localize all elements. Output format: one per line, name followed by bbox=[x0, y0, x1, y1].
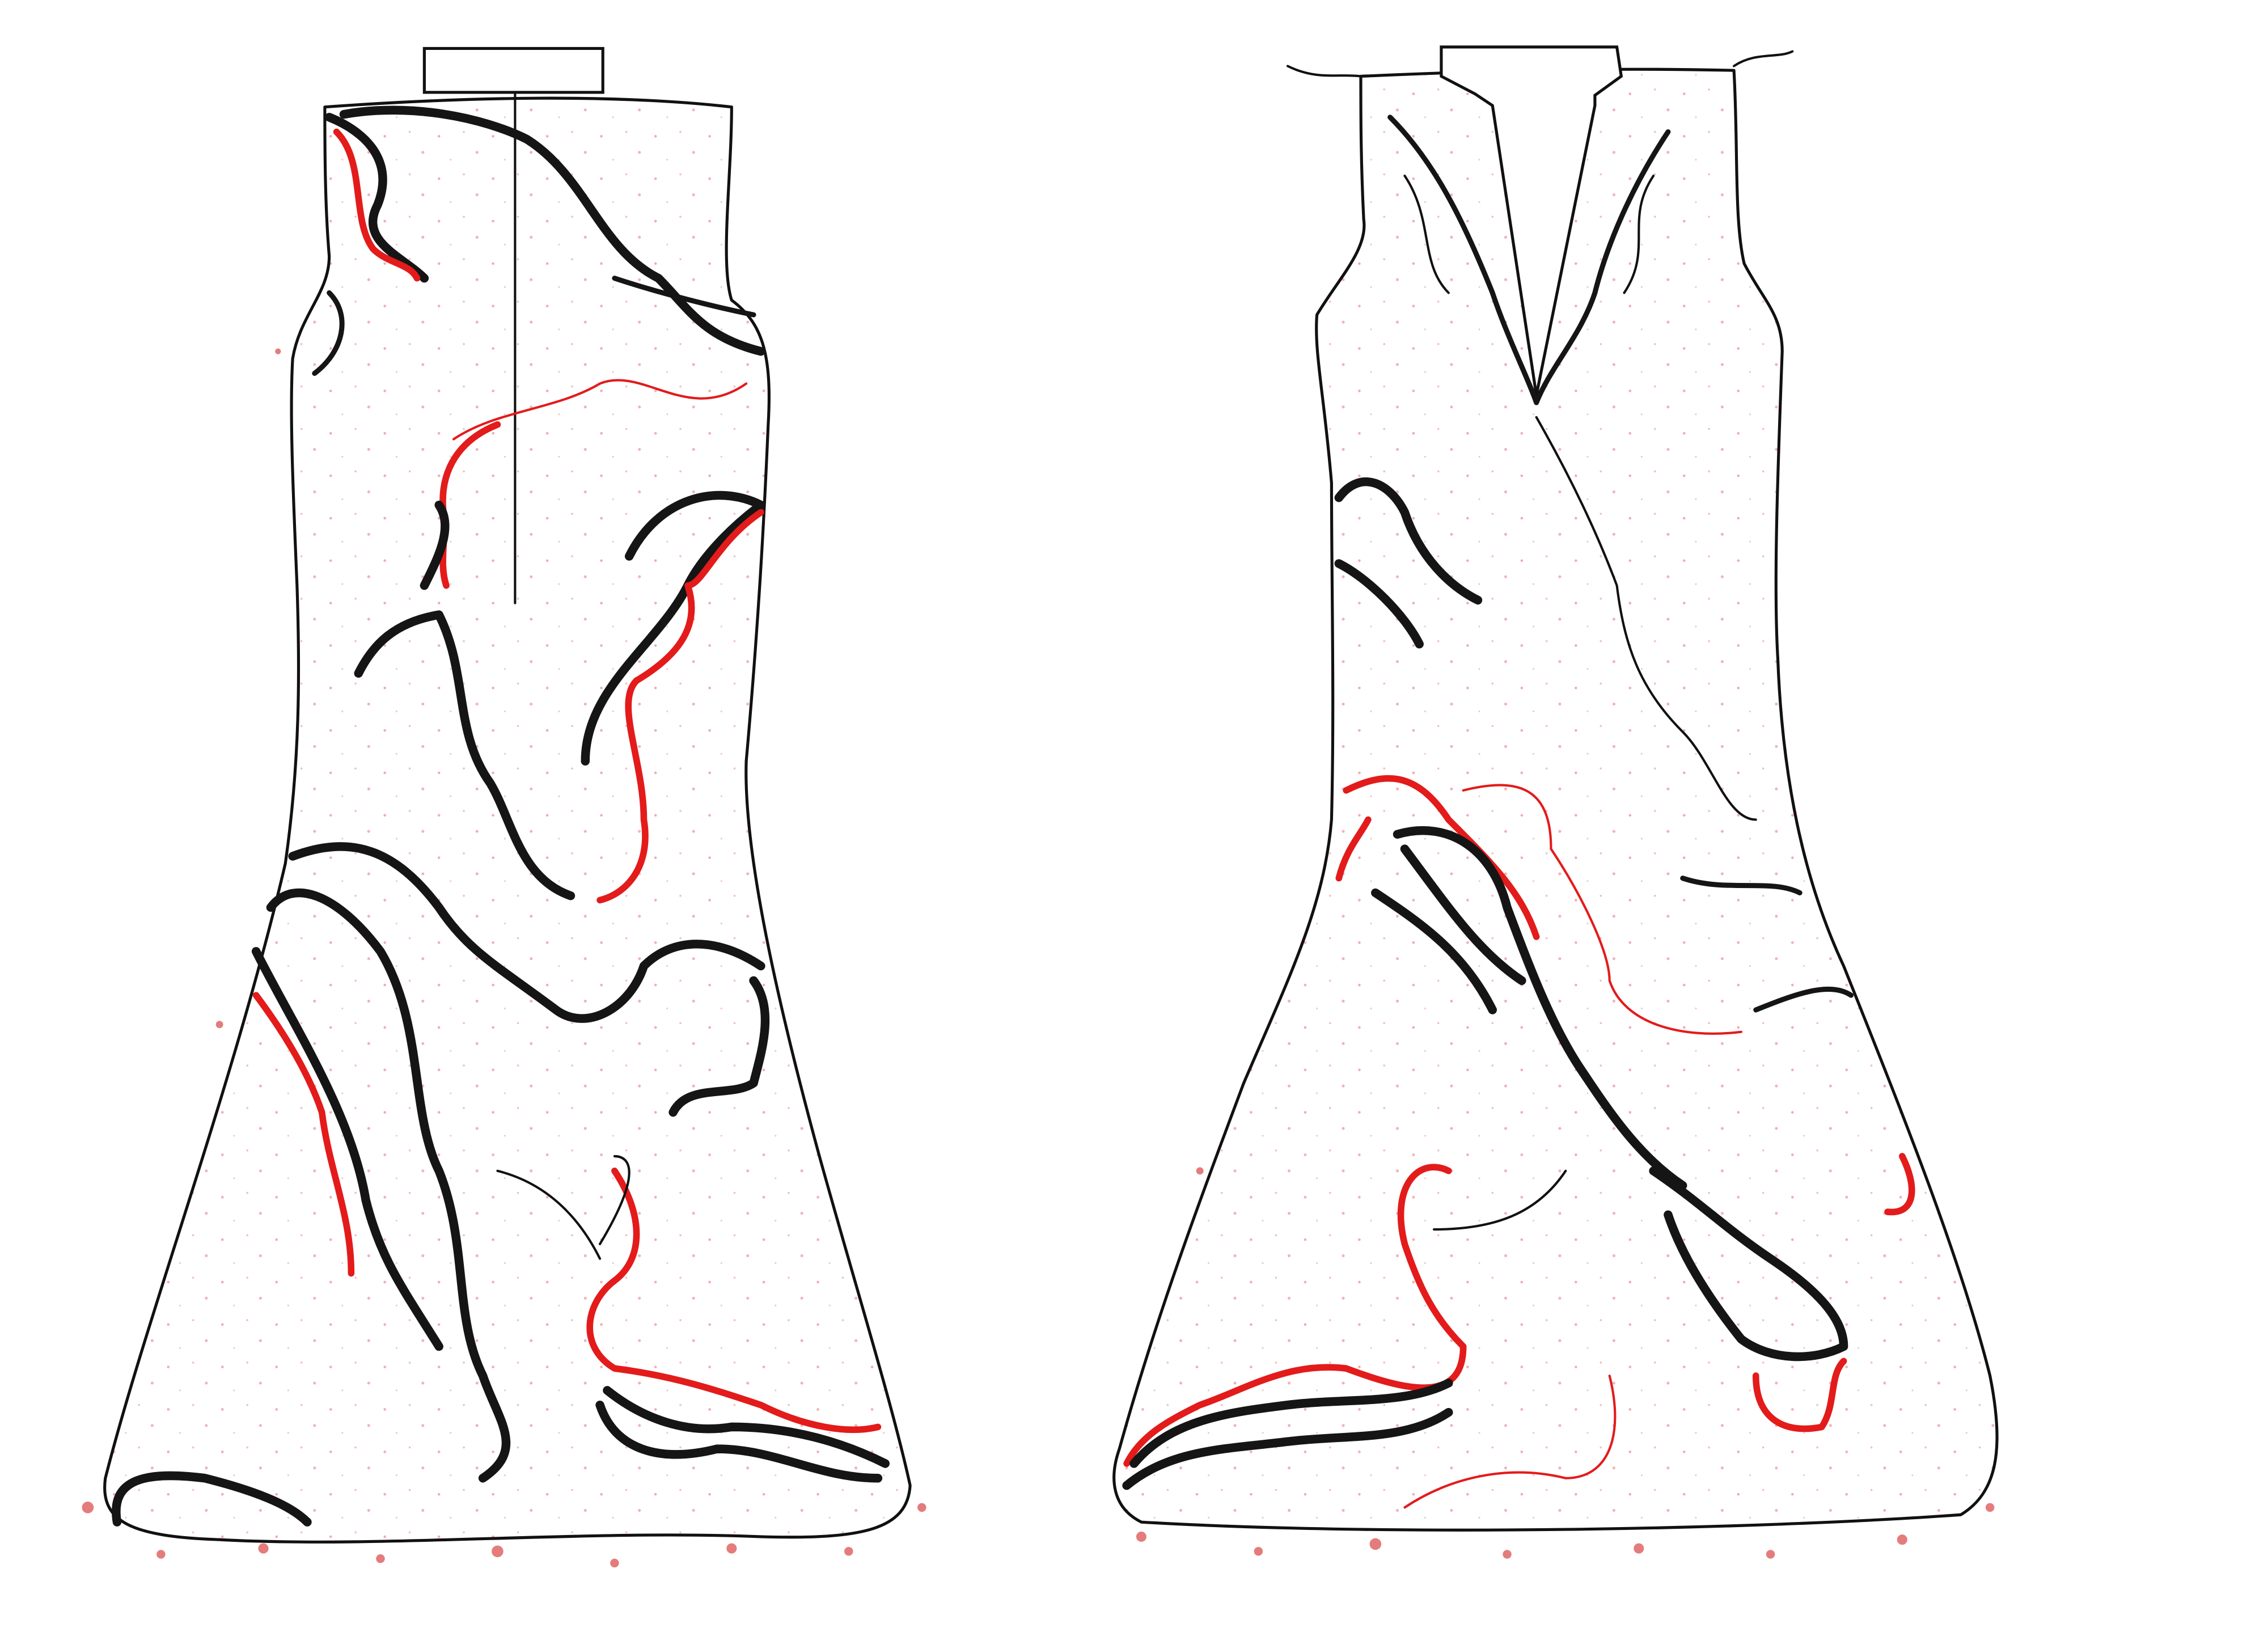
stroke bbox=[354, 500, 576, 900]
stroke bbox=[1393, 826, 1687, 1190]
stroke bbox=[596, 509, 764, 904]
stroke bbox=[112, 1471, 312, 1527]
straps bbox=[1286, 50, 1794, 78]
collar bbox=[1440, 45, 1623, 396]
stroke bbox=[1129, 1379, 1453, 1468]
stroke bbox=[603, 1386, 890, 1468]
stroke bbox=[1752, 1358, 1847, 1432]
stroke bbox=[1403, 1375, 1617, 1509]
stroke bbox=[496, 1155, 631, 1260]
stroke bbox=[288, 842, 765, 1023]
stroke bbox=[1335, 775, 1540, 940]
stroke bbox=[266, 888, 511, 1483]
stroke bbox=[595, 1400, 883, 1483]
front-dress bbox=[103, 46, 912, 1544]
stroke bbox=[1334, 477, 1483, 649]
stroke bbox=[668, 976, 770, 1117]
stroke bbox=[333, 128, 421, 282]
stroke bbox=[581, 491, 765, 766]
stroke bbox=[339, 105, 765, 356]
stroke bbox=[452, 379, 748, 441]
stroke bbox=[251, 946, 443, 1351]
stroke bbox=[1403, 174, 1757, 821]
stroke bbox=[1122, 1407, 1453, 1490]
stroke bbox=[1432, 1169, 1567, 1231]
stroke bbox=[1371, 844, 1526, 1014]
collar bbox=[422, 46, 604, 94]
stroke bbox=[586, 1167, 882, 1434]
stroke bbox=[1649, 1166, 1848, 1362]
stroke bbox=[1387, 115, 1671, 405]
dress-outline bbox=[1112, 67, 1999, 1532]
stroke bbox=[612, 276, 756, 318]
stroke bbox=[252, 992, 355, 1277]
stroke bbox=[1884, 1153, 1915, 1216]
back-dress bbox=[1112, 45, 1999, 1532]
stroke bbox=[1680, 876, 1854, 1013]
hem-speckle bbox=[82, 348, 1995, 1568]
stroke bbox=[1462, 784, 1743, 1035]
stroke bbox=[312, 290, 345, 376]
stroke bbox=[324, 112, 429, 283]
